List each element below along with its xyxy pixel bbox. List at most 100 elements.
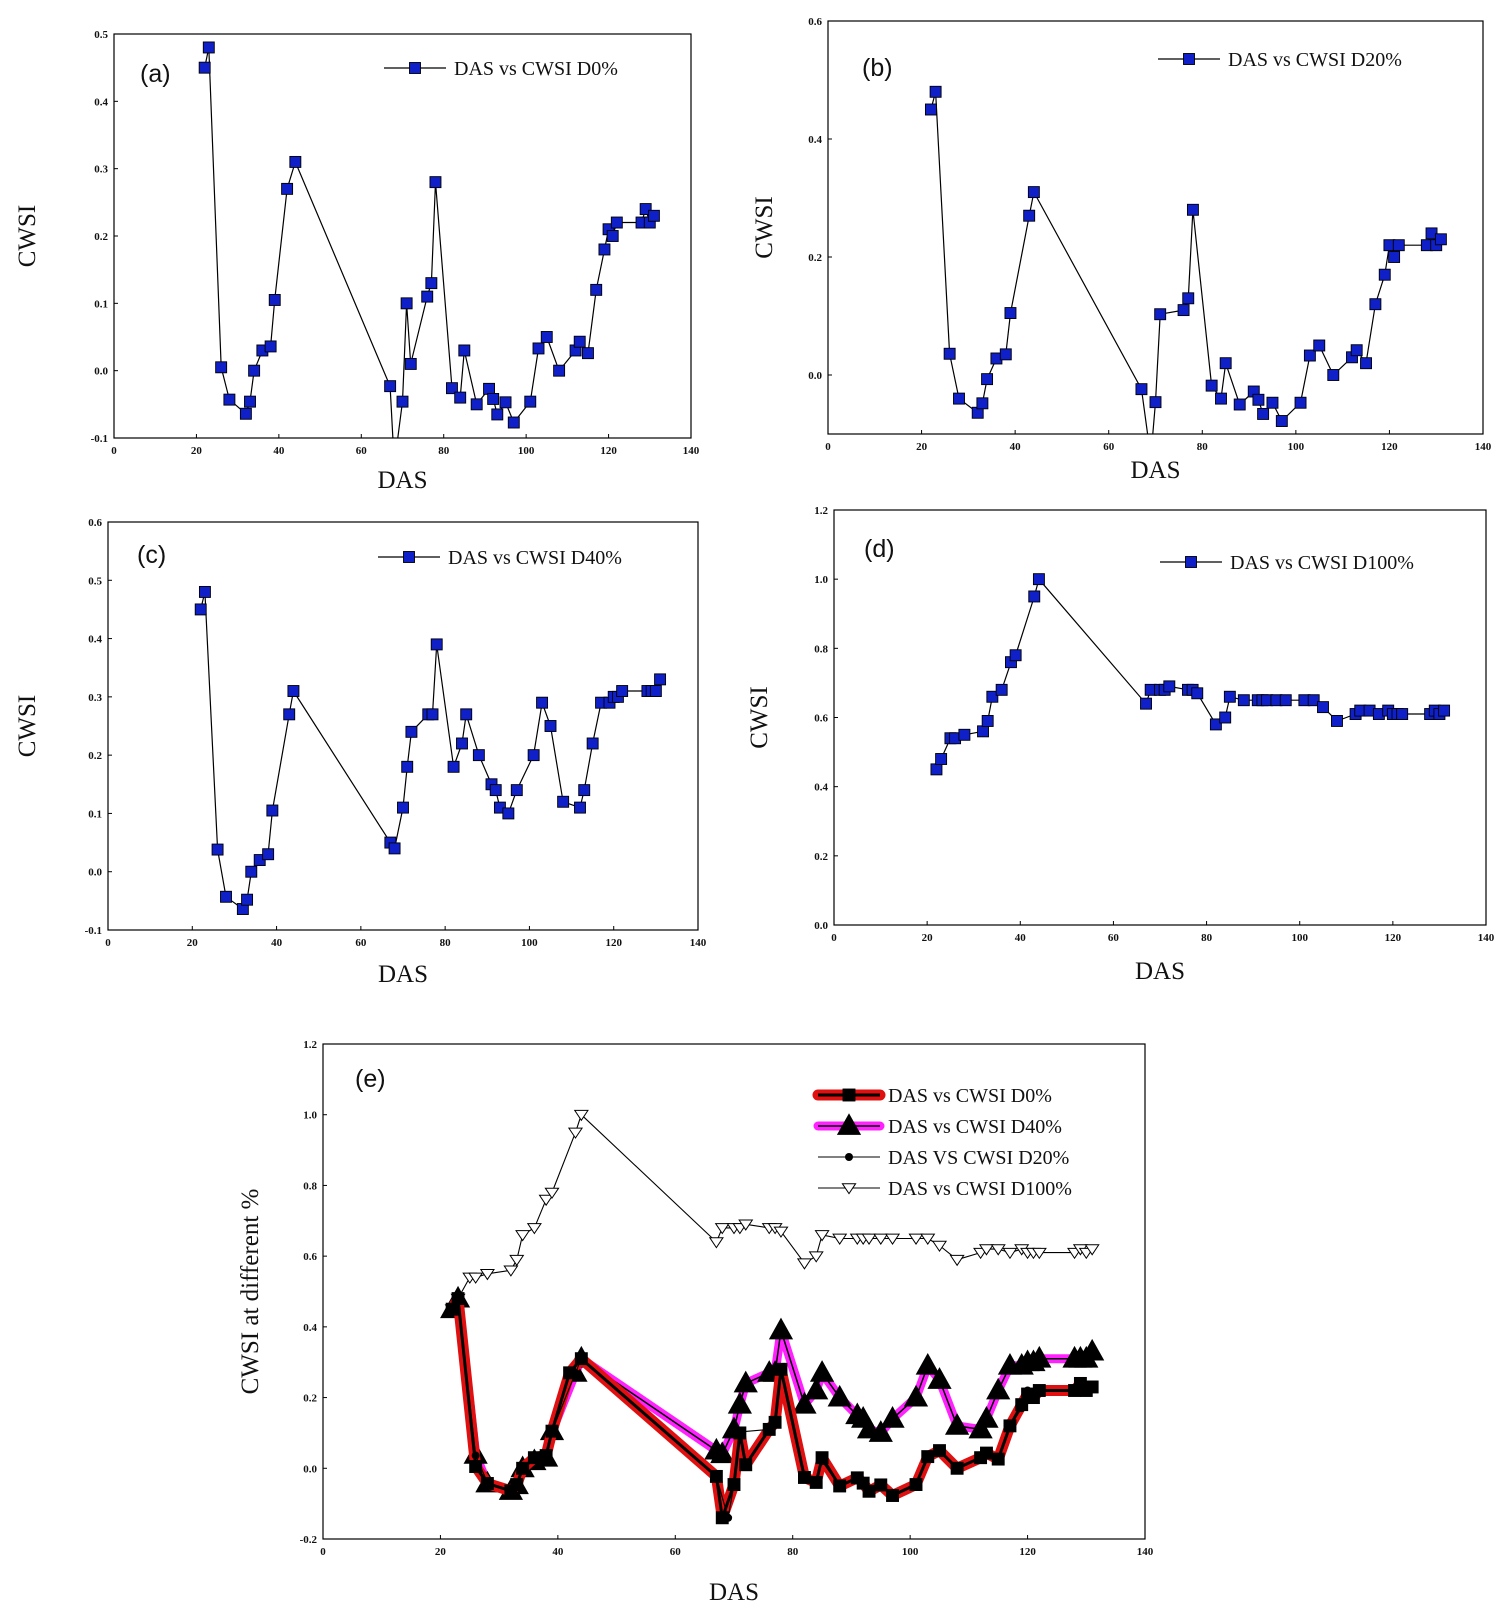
data-point	[530, 1454, 539, 1463]
data-point	[981, 715, 994, 727]
data-point	[1233, 398, 1246, 411]
data-point	[384, 380, 397, 393]
data-point	[502, 807, 515, 820]
x-tick-label: 0	[111, 445, 117, 457]
plot-frame	[827, 20, 1484, 435]
series-3	[444, 1109, 1100, 1316]
data-point	[792, 1391, 817, 1414]
y-tick-label: 0.5	[88, 575, 102, 587]
y-tick-label: -0.2	[300, 1534, 318, 1546]
plot-frame	[322, 1043, 1146, 1540]
y-tick-label: 0.6	[88, 517, 102, 529]
data-point	[244, 395, 256, 408]
data-point	[573, 1109, 589, 1122]
x-tick-label: 0	[320, 1546, 326, 1558]
x-tick-label: 0	[105, 937, 111, 949]
panel-label: (c)	[137, 541, 166, 569]
data-point	[430, 638, 443, 651]
data-point	[571, 1368, 580, 1377]
data-point	[773, 1226, 789, 1238]
series-line	[935, 578, 1445, 770]
data-point	[397, 801, 409, 814]
series-0	[930, 573, 1451, 776]
data-point	[553, 364, 566, 377]
data-point	[1023, 209, 1036, 222]
legend-entry: DAS vs CWSI D40%	[813, 1113, 1062, 1138]
data-point	[710, 1441, 735, 1464]
data-point	[489, 784, 502, 797]
x-tick-label: 80	[438, 445, 450, 457]
chart-panel-b: 0 20 40 60 80 100 120 140 0.0 0.2 0.4 0.6 DAS CWSI (b)…	[751, 16, 1492, 484]
data-point	[927, 1367, 952, 1389]
data-point	[832, 1233, 848, 1245]
data-point	[865, 1487, 874, 1496]
x-tick-label: 100	[1288, 441, 1305, 453]
panel-label: (b)	[862, 54, 893, 82]
data-point	[976, 397, 989, 410]
legend-swatch-marker	[1183, 53, 1195, 65]
data-point	[861, 1233, 877, 1245]
data-point	[943, 347, 956, 360]
data-point	[1023, 1386, 1032, 1395]
data-point	[1219, 357, 1232, 370]
y-tick-label: 0.4	[303, 1322, 317, 1334]
x-axis-title: DAS	[1135, 958, 1185, 985]
data-point	[915, 1353, 940, 1375]
data-point	[1369, 298, 1382, 311]
data-point	[429, 176, 442, 189]
data-point	[1002, 1247, 1018, 1260]
data-point	[536, 696, 549, 709]
data-point	[776, 1365, 785, 1374]
data-point	[800, 1470, 809, 1479]
legend-label: DAS vs CWSI D0%	[888, 1085, 1052, 1107]
data-point	[1307, 694, 1320, 707]
x-tick-label: 60	[670, 1546, 682, 1558]
data-point	[404, 357, 417, 370]
data-point	[1154, 308, 1167, 321]
data-point	[1317, 701, 1329, 714]
data-point	[647, 209, 660, 222]
data-point	[1275, 415, 1288, 427]
data-point	[712, 1472, 721, 1481]
series-1	[440, 1285, 1105, 1500]
y-axis-title: CWSI at different %	[237, 1189, 264, 1395]
data-point	[1331, 715, 1343, 727]
data-point	[804, 1377, 829, 1400]
data-point	[999, 348, 1012, 361]
data-point	[264, 340, 277, 353]
x-tick-label: 120	[1019, 1546, 1036, 1558]
data-point	[1327, 369, 1340, 381]
data-point	[456, 737, 468, 750]
data-point	[639, 203, 652, 216]
data-point	[573, 335, 586, 348]
data-point	[1396, 708, 1409, 720]
y-tick-label: 0.2	[88, 750, 102, 762]
legend-swatch-marker	[403, 551, 415, 563]
data-point	[1237, 694, 1250, 707]
data-point	[194, 603, 207, 616]
data-point	[796, 1258, 812, 1270]
data-point	[649, 685, 662, 697]
data-point	[1027, 1345, 1052, 1368]
y-axis-title: CWSI	[14, 695, 41, 758]
legend-label: DAS vs CWSI D40%	[448, 547, 622, 569]
x-tick-label: 20	[191, 445, 203, 457]
data-point	[1017, 1404, 1026, 1413]
data-point	[487, 392, 500, 405]
data-point	[1140, 697, 1152, 710]
data-point	[268, 294, 281, 306]
data-point	[499, 396, 512, 409]
data-point	[976, 1453, 985, 1462]
data-point	[524, 395, 537, 408]
data-point	[448, 1305, 457, 1314]
x-tick-label: 100	[521, 937, 538, 949]
y-tick-label: 0.0	[303, 1463, 317, 1475]
data-point	[401, 760, 414, 773]
data-point	[1080, 1338, 1105, 1361]
x-axis-title: DAS	[378, 961, 428, 988]
data-point	[876, 1480, 885, 1489]
data-point	[912, 1480, 921, 1489]
panel-label: (e)	[355, 1065, 386, 1093]
data-point	[388, 842, 401, 855]
